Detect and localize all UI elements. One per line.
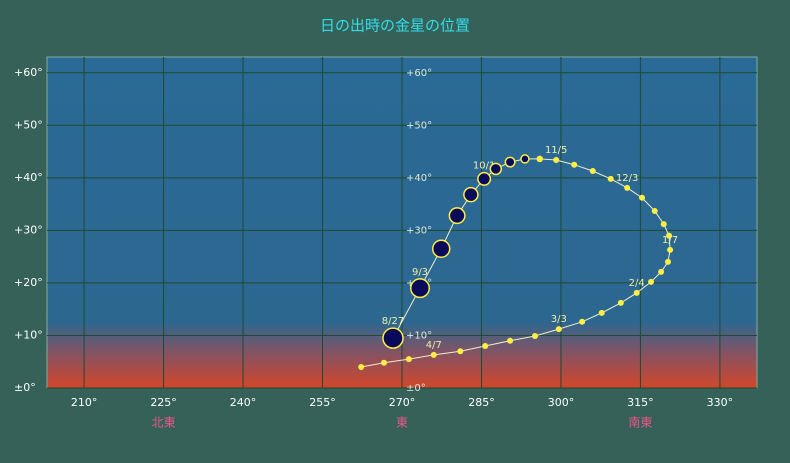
date-label: 2/4 (629, 278, 645, 289)
direction-label: 北東 (152, 416, 176, 430)
inner-alt-label: +50° (406, 120, 432, 131)
inner-alt-label: +40° (406, 173, 432, 184)
direction-label: 南東 (628, 415, 652, 430)
venus-point (607, 175, 614, 182)
inner-alt-label: +10° (406, 330, 432, 341)
venus-point (579, 318, 586, 325)
venus-point (589, 168, 596, 175)
date-label: 3/3 (551, 314, 567, 325)
date-label: 8/27 (382, 316, 404, 327)
venus-point (639, 194, 646, 201)
date-label: 11/5 (545, 145, 567, 156)
y-tick-label: +30° (14, 223, 43, 236)
venus-point (667, 246, 674, 253)
x-tick-label: 300° (548, 396, 575, 409)
date-label: 12/3 (616, 173, 638, 184)
inner-alt-label: +30° (406, 225, 432, 236)
venus-point (598, 309, 605, 316)
venus-point (536, 155, 544, 163)
venus-point (648, 278, 655, 285)
venus-point (658, 268, 665, 275)
venus-point (553, 156, 560, 163)
venus-point (405, 356, 412, 363)
venus-point (666, 232, 673, 239)
date-label: 4/7 (426, 340, 442, 351)
y-tick-label: +50° (14, 118, 43, 131)
chart-title: 日の出時の金星の位置 (320, 17, 470, 35)
y-tick-label: +40° (14, 171, 43, 184)
x-tick-label: 210° (71, 396, 98, 409)
x-tick-label: 315° (627, 396, 654, 409)
venus-point (477, 171, 492, 186)
x-tick-label: 240° (230, 396, 257, 409)
venus-point (664, 258, 671, 265)
venus-point (448, 207, 466, 225)
date-label: 10/1 (473, 161, 495, 172)
venus-point (430, 351, 437, 358)
venus-point (410, 278, 431, 299)
inner-alt-label: ±0° (406, 383, 426, 394)
venus-point (651, 207, 658, 214)
venus-point (531, 332, 538, 339)
y-tick-label: ±0° (14, 381, 36, 394)
venus-point (358, 363, 365, 370)
x-tick-label: 285° (468, 396, 495, 409)
venus-point (463, 186, 479, 203)
venus-point (382, 327, 404, 349)
date-label: 1/7 (662, 235, 678, 246)
date-label: 9/3 (412, 267, 428, 278)
y-tick-label: +60° (14, 66, 43, 79)
venus-point (660, 221, 667, 228)
inner-alt-label: +60° (406, 68, 432, 79)
venus-point (571, 161, 578, 168)
x-tick-label: 255° (309, 396, 336, 409)
venus-point (431, 239, 451, 259)
venus-point (555, 326, 562, 333)
venus-point (482, 342, 489, 349)
venus-point (457, 348, 464, 355)
x-tick-label: 270° (389, 396, 416, 409)
venus-point (624, 184, 631, 191)
y-tick-label: +20° (14, 276, 43, 289)
x-tick-label: 330° (707, 396, 734, 409)
venus-point (520, 154, 530, 164)
venus-point (489, 162, 503, 176)
y-tick-label: +10° (14, 328, 43, 341)
venus-point (507, 337, 514, 344)
venus-point (633, 289, 640, 296)
venus-point (380, 359, 387, 366)
direction-label: 東 (396, 416, 408, 430)
venus-point (617, 299, 624, 306)
x-tick-label: 225° (150, 396, 177, 409)
venus-point (504, 156, 516, 168)
